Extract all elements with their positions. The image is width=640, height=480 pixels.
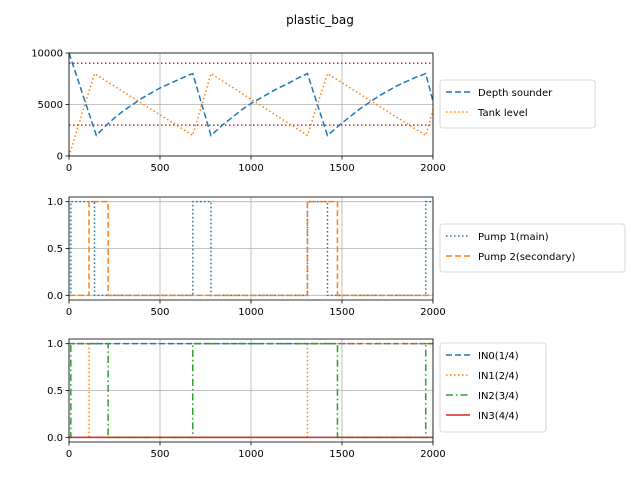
y-tick-label: 0: [57, 152, 63, 163]
legend-box: [439, 342, 547, 433]
x-tick-label: 1000: [238, 449, 263, 460]
y-tick-label: 1.0: [47, 197, 63, 208]
x-tick-label: 0: [66, 449, 72, 460]
legend-box: [439, 223, 626, 273]
y-tick-label: 0.0: [47, 291, 63, 302]
y-tick-label: 0.0: [47, 433, 63, 444]
y-tick-label: 0.5: [47, 244, 63, 255]
input-panel: 0 500 1000 1500 2000 0.0 0.5 1.0 IN0(1/4) IN1(2/4…: [47, 338, 547, 460]
x-tick-label: 1500: [329, 449, 354, 460]
legend: Depth sounder Tank level: [439, 79, 596, 129]
y-tick-label: 10000: [31, 49, 63, 60]
axes-frame: [68, 196, 434, 301]
axes-frame: [68, 52, 434, 157]
series-line-pump-1-main: [69, 200, 433, 297]
legend-label: IN3(4/4): [478, 411, 519, 422]
legend-label: Pump 1(main): [478, 232, 549, 243]
legend-label: Pump 2(secondary): [478, 252, 576, 263]
x-tick-label: 0: [66, 163, 72, 174]
legend-label: IN2(3/4): [478, 391, 519, 402]
axes-frame: [68, 338, 434, 443]
figure-title: plastic_bag: [286, 13, 354, 27]
legend: IN0(1/4) IN1(2/4) IN2(3/4) IN3(4/4): [439, 342, 547, 433]
legend-label: Depth sounder: [478, 88, 553, 99]
y-tick-label: 0.5: [47, 386, 63, 397]
series-line-in1-2-4: [69, 342, 433, 439]
series-line-pump-2-secondary: [69, 200, 433, 297]
series-line-depth-sounder: [69, 53, 433, 137]
series-line-tank-level: [69, 72, 433, 156]
legend-label: IN1(2/4): [478, 371, 519, 382]
x-tick-label: 1500: [329, 163, 354, 174]
x-tick-label: 1000: [238, 307, 263, 318]
x-tick-label: 1500: [329, 307, 354, 318]
legend-label: Tank level: [477, 108, 528, 119]
level-panel: 0 500 1000 1500 2000 0 5000 10000 Depth sounder T…: [31, 49, 596, 174]
legend: Pump 1(main) Pump 2(secondary): [439, 223, 626, 273]
y-tick-label: 5000: [38, 100, 63, 111]
x-tick-label: 0: [66, 307, 72, 318]
y-tick-label: 1.0: [47, 339, 63, 350]
x-tick-label: 500: [150, 163, 169, 174]
x-tick-label: 500: [150, 307, 169, 318]
x-tick-label: 2000: [420, 449, 445, 460]
x-tick-label: 1000: [238, 163, 263, 174]
x-tick-label: 500: [150, 449, 169, 460]
legend-box: [439, 79, 596, 129]
x-tick-label: 2000: [420, 307, 445, 318]
legend-label: IN0(1/4): [478, 351, 519, 362]
x-tick-label: 2000: [420, 163, 445, 174]
